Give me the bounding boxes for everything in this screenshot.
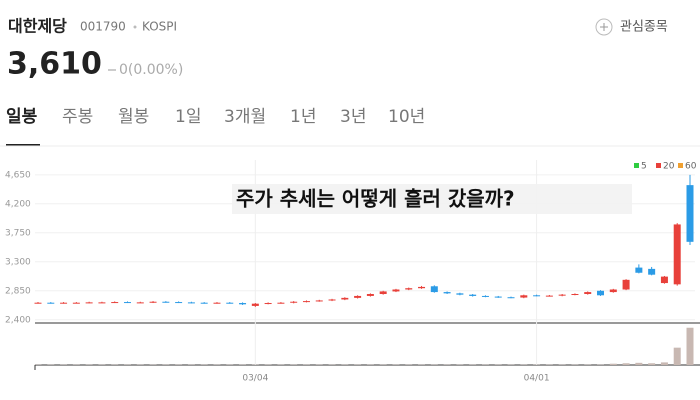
candle-body bbox=[136, 302, 144, 304]
legend-label: 20 bbox=[663, 162, 675, 172]
candle-body bbox=[302, 301, 310, 303]
volume-bar bbox=[648, 363, 656, 365]
volume-bar bbox=[635, 362, 643, 365]
candle-body bbox=[392, 289, 400, 292]
candle-body bbox=[648, 268, 656, 275]
volume-bar bbox=[660, 362, 668, 365]
legend-swatch bbox=[656, 163, 661, 168]
legend-swatch bbox=[634, 163, 639, 168]
chart: 2,400 2,850 3,300 3,750 4,200 4,650 03/04 04/01… bbox=[5, 160, 700, 384]
watch-button[interactable]: 관심종목 bbox=[595, 18, 668, 36]
candle-body bbox=[571, 294, 579, 296]
candle-body bbox=[469, 294, 477, 296]
tab[interactable]: 10년 bbox=[388, 107, 425, 127]
stock-code: 001790 bbox=[80, 20, 126, 34]
overlay-question: 주가 추세는 어떻게 흘러 갔을까? bbox=[236, 187, 515, 211]
y-tick-label: 2,850 bbox=[5, 286, 31, 296]
candle-body bbox=[481, 295, 489, 297]
candle-body bbox=[507, 297, 515, 299]
x-tick-label: 04/01 bbox=[524, 374, 550, 384]
legend-label: 60 bbox=[685, 162, 697, 172]
tab[interactable]: 3개월 bbox=[224, 107, 266, 127]
candle-body bbox=[405, 288, 413, 290]
candle-body bbox=[34, 302, 42, 304]
candle-body bbox=[72, 302, 80, 304]
candle-body bbox=[328, 299, 336, 301]
candle-body bbox=[111, 302, 119, 304]
candle-body bbox=[290, 301, 298, 303]
candle-body bbox=[187, 302, 195, 304]
candle-body bbox=[149, 301, 157, 303]
tabs: 일봉 주봉 월봉 1일 3개월 1년 3년 10년 bbox=[6, 107, 425, 146]
candle-body bbox=[520, 295, 528, 298]
market: KOSPI bbox=[142, 20, 177, 34]
y-tick-label: 4,200 bbox=[5, 199, 31, 209]
candle-body bbox=[686, 185, 694, 242]
volume-bar bbox=[622, 363, 630, 365]
price: 3,610 bbox=[7, 47, 102, 82]
watch-label: 관심종목 bbox=[620, 20, 668, 35]
candle-body bbox=[213, 302, 221, 304]
candle-body bbox=[622, 279, 630, 290]
candle-body bbox=[251, 303, 259, 306]
candle-body bbox=[341, 297, 349, 300]
y-tick-label: 4,650 bbox=[5, 170, 31, 180]
candle-body bbox=[418, 286, 426, 289]
candle-body bbox=[456, 293, 464, 295]
candle-body bbox=[635, 267, 643, 273]
candle-body bbox=[264, 303, 272, 305]
change: 0(0.00%) bbox=[119, 62, 183, 78]
candle-body bbox=[584, 292, 592, 295]
candle-body bbox=[85, 302, 93, 304]
candle-body bbox=[366, 294, 374, 296]
candle-body bbox=[123, 302, 131, 304]
candle-body bbox=[354, 295, 362, 298]
candle-body bbox=[226, 302, 234, 304]
tab[interactable]: 1일 bbox=[175, 107, 201, 127]
candle-body bbox=[430, 286, 438, 293]
volume-bar bbox=[609, 363, 617, 365]
candle-body bbox=[609, 289, 617, 293]
y-tick-label: 2,400 bbox=[5, 315, 31, 325]
candle-body bbox=[597, 290, 605, 296]
volume-bar bbox=[686, 327, 694, 365]
candle-body bbox=[98, 302, 106, 304]
candle-body bbox=[175, 302, 183, 304]
x-tick-label: 03/04 bbox=[242, 374, 268, 384]
y-tick-label: 3,300 bbox=[5, 257, 31, 267]
candle-body bbox=[162, 301, 170, 303]
candle-body bbox=[60, 302, 68, 304]
y-tick-label: 3,750 bbox=[5, 228, 31, 238]
candle-body bbox=[494, 296, 502, 298]
candle-body bbox=[533, 295, 541, 297]
volume-bar bbox=[673, 347, 681, 365]
tab[interactable]: 1년 bbox=[290, 107, 316, 127]
candle-body bbox=[379, 291, 387, 295]
tab[interactable]: 월봉 bbox=[118, 107, 149, 127]
candle-body bbox=[558, 294, 566, 296]
candle-body bbox=[660, 276, 668, 284]
candle-body bbox=[200, 302, 208, 304]
candle-body bbox=[673, 224, 681, 285]
candle-body bbox=[545, 295, 553, 297]
candle-body bbox=[239, 303, 247, 305]
legend-swatch bbox=[678, 163, 683, 168]
stock-name: 대한제당 bbox=[8, 17, 67, 36]
watch-plus bbox=[600, 23, 608, 31]
legend-label: 5 bbox=[641, 162, 647, 172]
tab[interactable]: 주봉 bbox=[62, 107, 93, 127]
candle-body bbox=[277, 302, 285, 304]
tab[interactable]: 3년 bbox=[340, 107, 366, 127]
candle-body bbox=[315, 300, 323, 302]
separator bbox=[133, 25, 137, 29]
candle-body bbox=[47, 302, 55, 304]
candle-body bbox=[443, 292, 451, 294]
overlay-bg bbox=[232, 184, 632, 214]
tab[interactable]: 일봉 bbox=[6, 107, 38, 127]
watch-icon bbox=[595, 18, 613, 36]
